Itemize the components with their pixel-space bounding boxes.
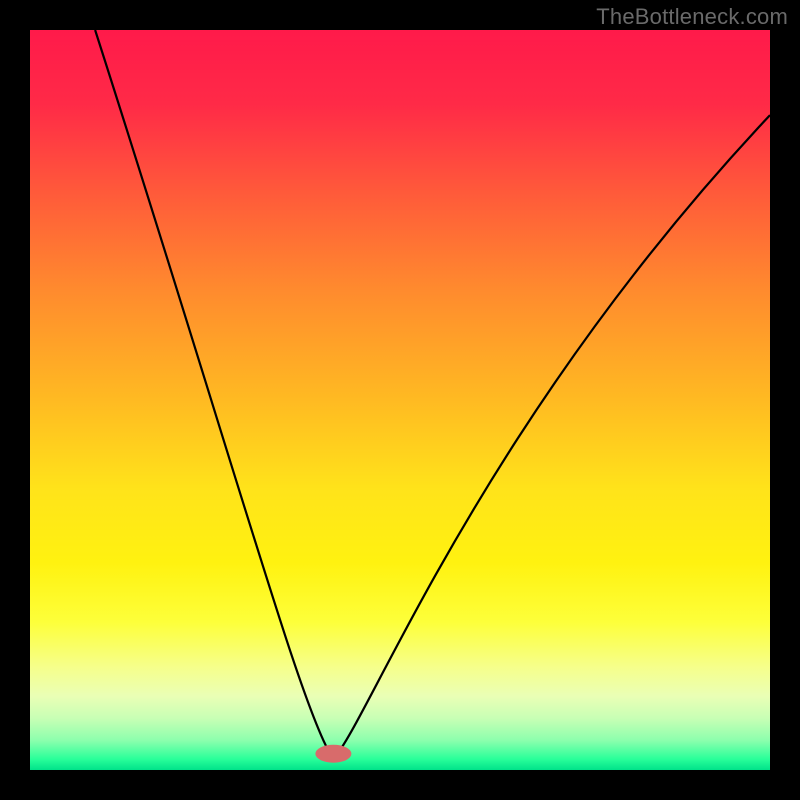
watermark-text: TheBottleneck.com [596,4,788,30]
bottleneck-chart [0,0,800,800]
optimum-marker [315,745,351,763]
chart-container: TheBottleneck.com [0,0,800,800]
chart-plot-area [30,30,770,770]
